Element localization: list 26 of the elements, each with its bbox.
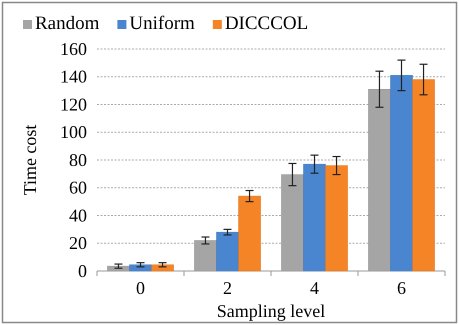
legend-label: Random	[35, 13, 100, 34]
y-tick-label: 160	[60, 38, 87, 59]
y-tick-label: 20	[69, 233, 87, 254]
y-axis-title: Time cost	[20, 124, 40, 196]
bar	[238, 196, 261, 272]
y-tick-label: 0	[78, 260, 87, 281]
y-tick-label: 140	[60, 66, 87, 87]
bar	[390, 75, 413, 272]
bar	[325, 165, 348, 272]
bar	[129, 264, 152, 272]
bar	[151, 264, 174, 272]
x-axis-title: Sampling level	[216, 301, 326, 321]
legend-label: DICCCOL	[224, 13, 308, 34]
x-tick-label: 0	[136, 278, 145, 298]
bar	[216, 232, 239, 272]
bar	[412, 79, 435, 272]
y-tick-label: 120	[60, 94, 87, 114]
y-tick-label: 80	[69, 150, 87, 170]
x-tick-label: 4	[310, 278, 319, 298]
y-tick-label: 100	[60, 122, 87, 142]
legend-label: Uniform	[129, 13, 196, 34]
x-tick-label: 2	[223, 278, 232, 298]
y-tick-label: 60	[69, 178, 87, 198]
y-tick-label: 40	[69, 205, 87, 226]
x-tick-label: 6	[397, 278, 406, 298]
bar	[303, 164, 326, 272]
